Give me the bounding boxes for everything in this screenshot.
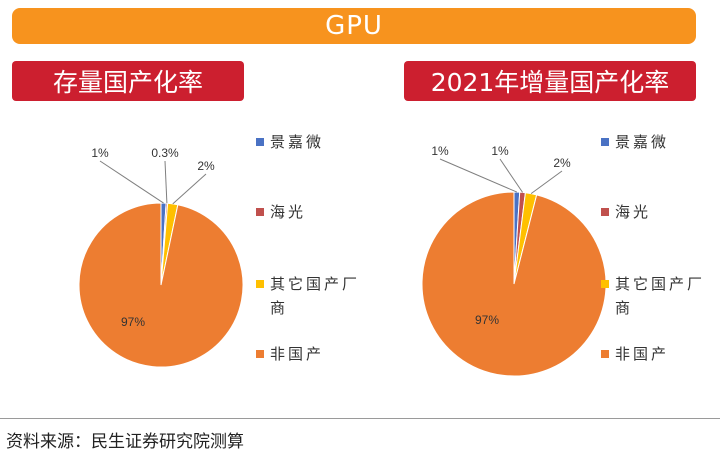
legend-swatch-haiguang bbox=[601, 208, 609, 216]
legend-label-haiguang: 海光 bbox=[615, 203, 652, 221]
pie-slice-non-domestic bbox=[421, 191, 607, 377]
leader-line-haiguang bbox=[499, 158, 523, 193]
value-label-other-domestic: 2% bbox=[553, 156, 571, 170]
chart-title-stock: 存量国产化率 bbox=[12, 61, 244, 101]
legend-label-non-domestic: 非国产 bbox=[615, 345, 670, 363]
value-label-non-domestic: 97% bbox=[475, 313, 499, 327]
value-label-non-domestic: 97% bbox=[121, 315, 145, 329]
legend-stock: 景嘉微 海光 其它国产厂商 非国产 bbox=[256, 130, 376, 370]
legend-swatch-other-domestic bbox=[601, 280, 609, 288]
value-label-jingjiawei: 1% bbox=[431, 144, 449, 158]
legend-label-haiguang: 海光 bbox=[270, 203, 307, 221]
value-label-other-domestic: 2% bbox=[197, 159, 215, 173]
legend-swatch-non-domestic bbox=[601, 350, 609, 358]
leader-line-jingjiawei bbox=[99, 160, 164, 204]
banner-title: GPU bbox=[325, 11, 383, 41]
leader-line-other-domestic bbox=[172, 173, 207, 205]
gpu-banner: GPU bbox=[12, 8, 696, 44]
legend-swatch-haiguang bbox=[256, 208, 264, 216]
value-label-haiguang: 1% bbox=[491, 144, 509, 158]
leader-line-haiguang bbox=[164, 160, 168, 204]
value-label-jingjiawei: 1% bbox=[91, 146, 109, 160]
legend-label-jingjiawei: 景嘉微 bbox=[270, 133, 325, 151]
leader-line-other-domestic bbox=[530, 170, 563, 195]
chart-title-stock-text: 存量国产化率 bbox=[52, 68, 203, 97]
value-label-haiguang: 0.3% bbox=[151, 146, 179, 160]
legend-2021: 景嘉微 海光 其它国产厂商 非国产 bbox=[601, 130, 719, 370]
chart-title-2021-text: 2021年增量国产化率 bbox=[430, 68, 670, 97]
legend-swatch-jingjiawei bbox=[256, 138, 264, 146]
legend-label-other-domestic: 其它国产厂商 bbox=[615, 275, 706, 317]
source-note: 资料来源：民生证券研究院测算 bbox=[6, 432, 244, 452]
footer-divider bbox=[0, 418, 720, 419]
legend-swatch-other-domestic bbox=[256, 280, 264, 288]
legend-swatch-non-domestic bbox=[256, 350, 264, 358]
legend-label-jingjiawei: 景嘉微 bbox=[615, 133, 670, 151]
pie-chart-stock: 1% 0.3% 2% 97% bbox=[78, 146, 244, 368]
chart-title-2021-increment: 2021年增量国产化率 bbox=[404, 61, 696, 101]
pie-chart-2021: 1% 1% 2% 97% bbox=[421, 144, 607, 377]
legend-label-non-domestic: 非国产 bbox=[270, 345, 325, 363]
legend-swatch-jingjiawei bbox=[601, 138, 609, 146]
legend-label-other-domestic: 其它国产厂商 bbox=[270, 275, 361, 317]
leader-line-jingjiawei bbox=[439, 158, 518, 193]
pie-slice-non-domestic bbox=[78, 202, 244, 368]
